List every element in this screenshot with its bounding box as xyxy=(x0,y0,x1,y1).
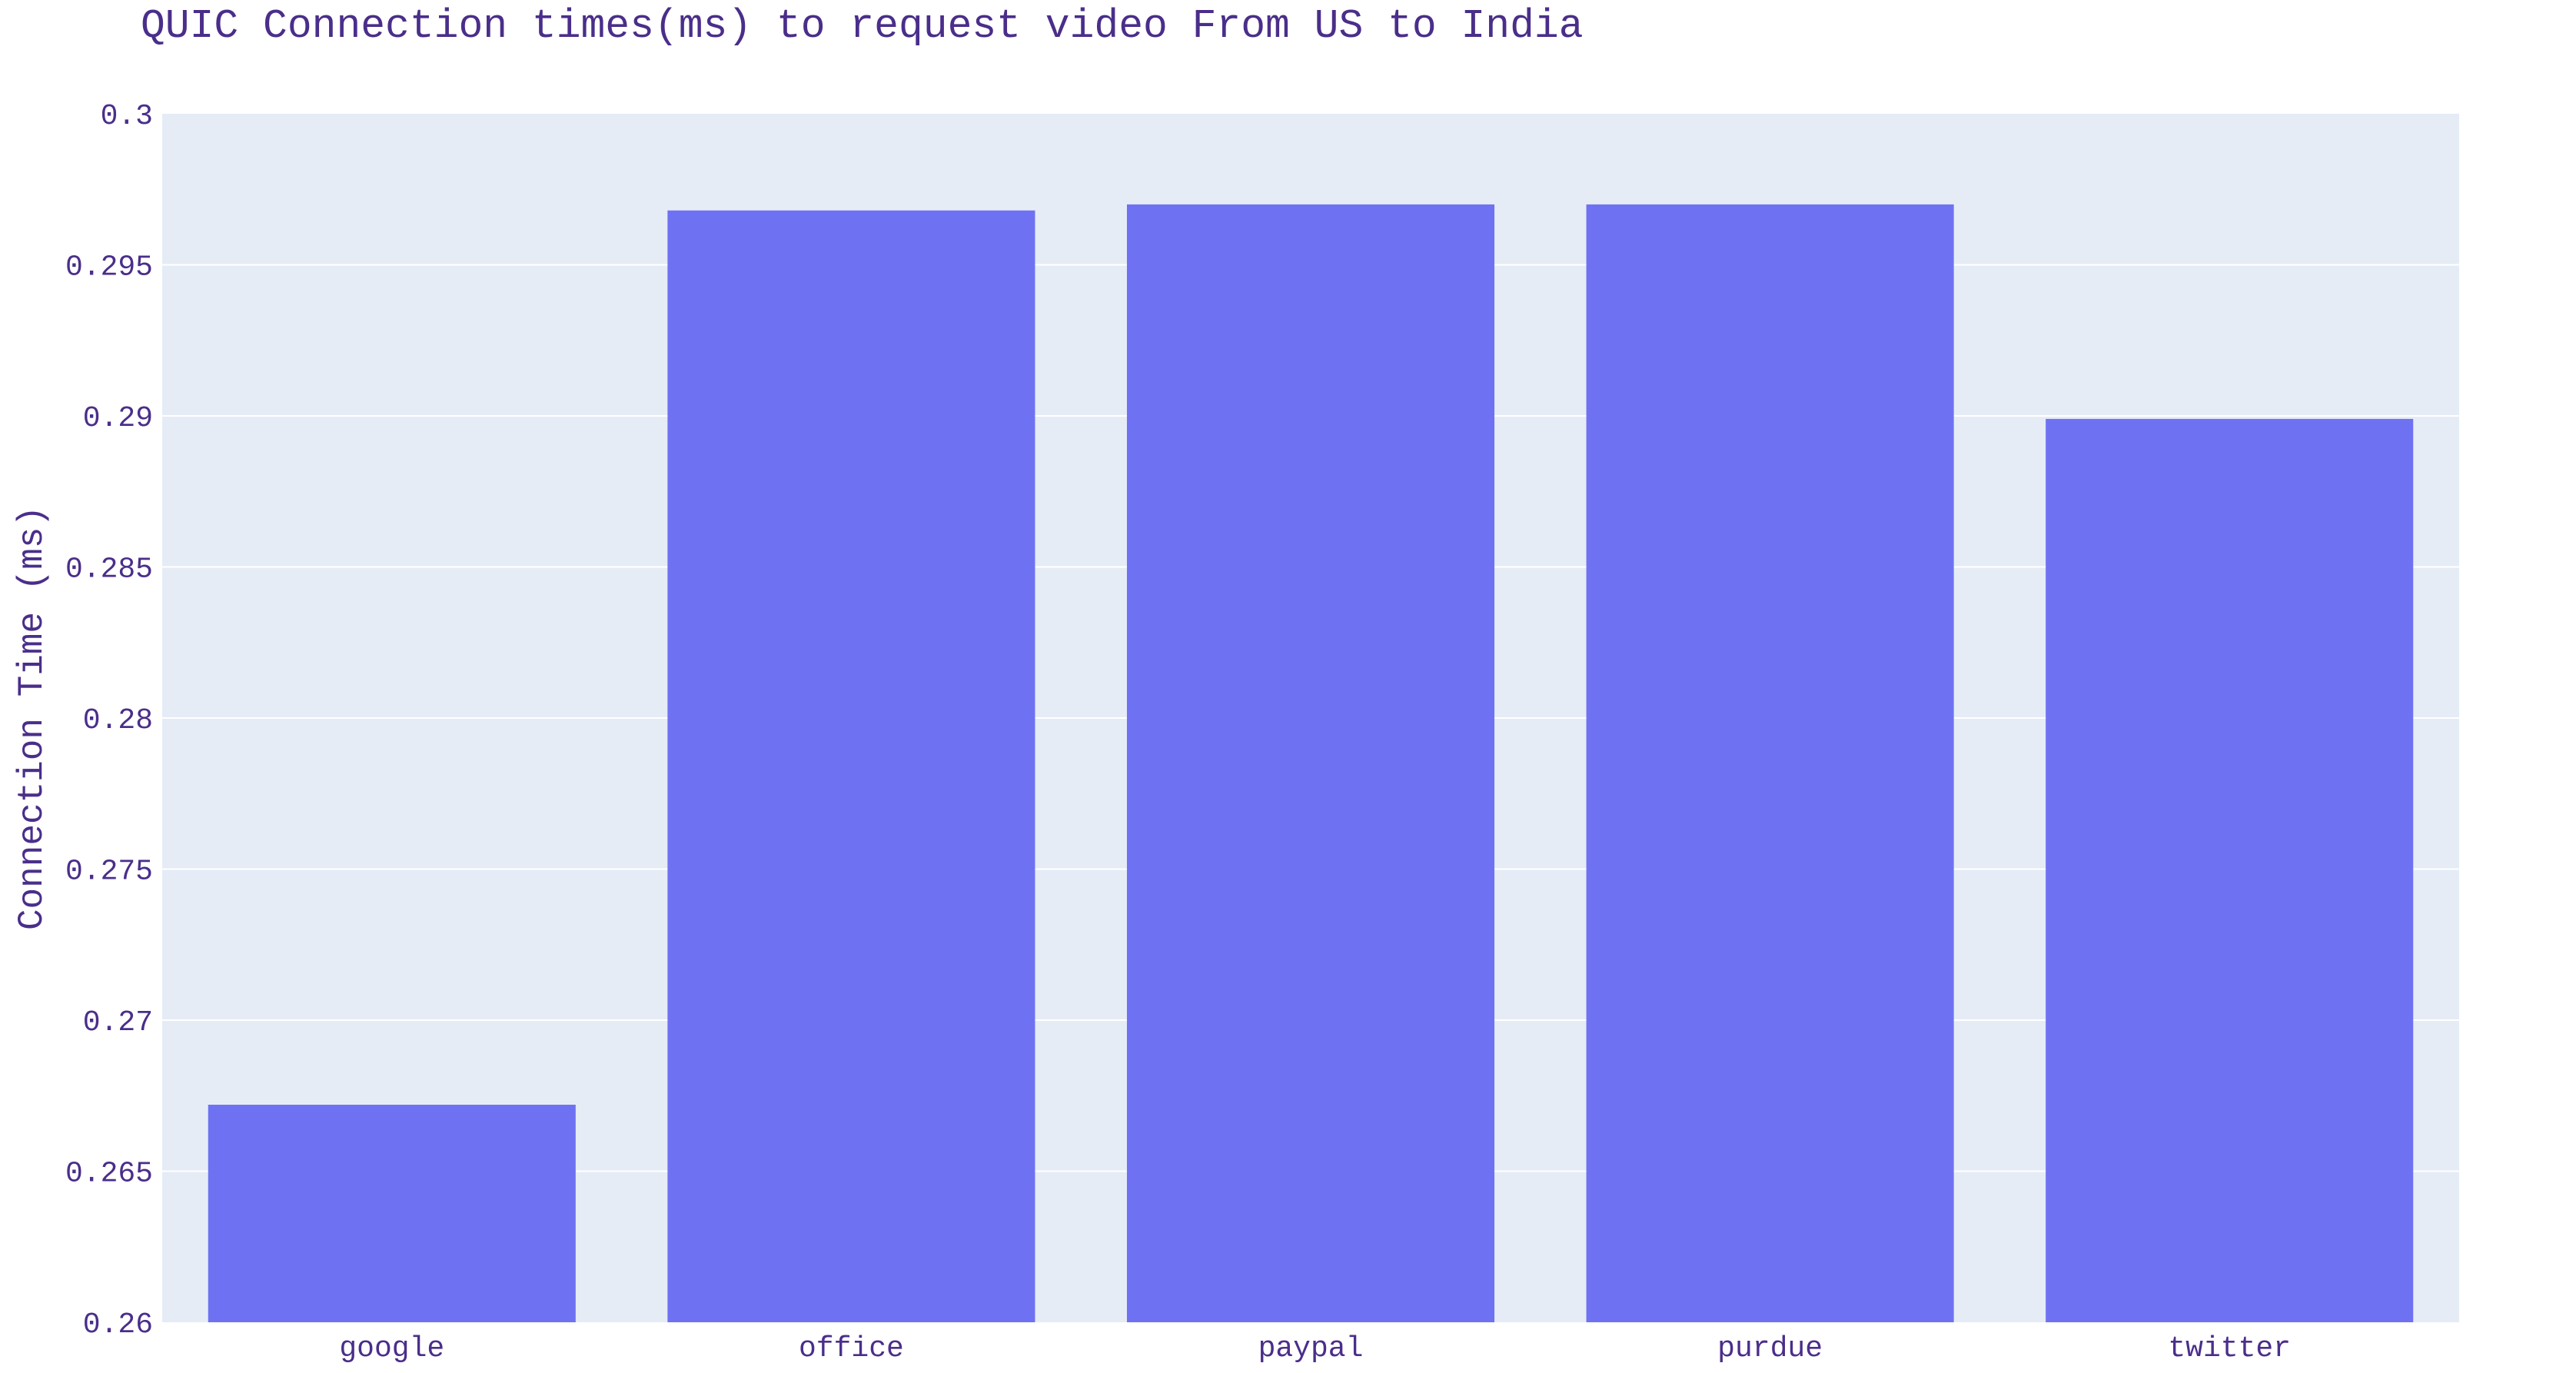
bar-purdue xyxy=(1586,204,1954,1322)
bars xyxy=(208,204,2414,1323)
y-axis-title: Connection Time (ms) xyxy=(12,506,52,930)
x-tick-label: twitter xyxy=(2168,1332,2291,1365)
y-tick-label: 0.275 xyxy=(65,856,153,889)
bar-office xyxy=(667,210,1035,1322)
x-axis-ticks: google office paypal purdue twitter xyxy=(339,1332,2291,1365)
y-axis-ticks: 0.26 0.265 0.27 0.275 0.28 0.285 0.29 0.295 0.3 xyxy=(65,100,153,1341)
x-tick-label: office xyxy=(799,1332,904,1365)
y-tick-label: 0.295 xyxy=(65,251,153,284)
y-tick-label: 0.26 xyxy=(83,1308,153,1341)
y-tick-label: 0.29 xyxy=(83,402,153,435)
x-tick-label: purdue xyxy=(1717,1332,1823,1365)
y-tick-label: 0.3 xyxy=(101,100,153,133)
bar-twitter xyxy=(2046,418,2414,1323)
bar-google xyxy=(208,1105,576,1322)
y-tick-label: 0.27 xyxy=(83,1006,153,1039)
y-tick-label: 0.285 xyxy=(65,554,153,587)
x-tick-label: paypal xyxy=(1258,1332,1364,1365)
bar-paypal xyxy=(1126,204,1495,1322)
y-tick-label: 0.265 xyxy=(65,1158,153,1191)
x-tick-label: google xyxy=(339,1332,444,1365)
chart-title: QUIC Connection times(ms) to request vid… xyxy=(141,3,1584,49)
y-tick-label: 0.28 xyxy=(83,704,153,737)
